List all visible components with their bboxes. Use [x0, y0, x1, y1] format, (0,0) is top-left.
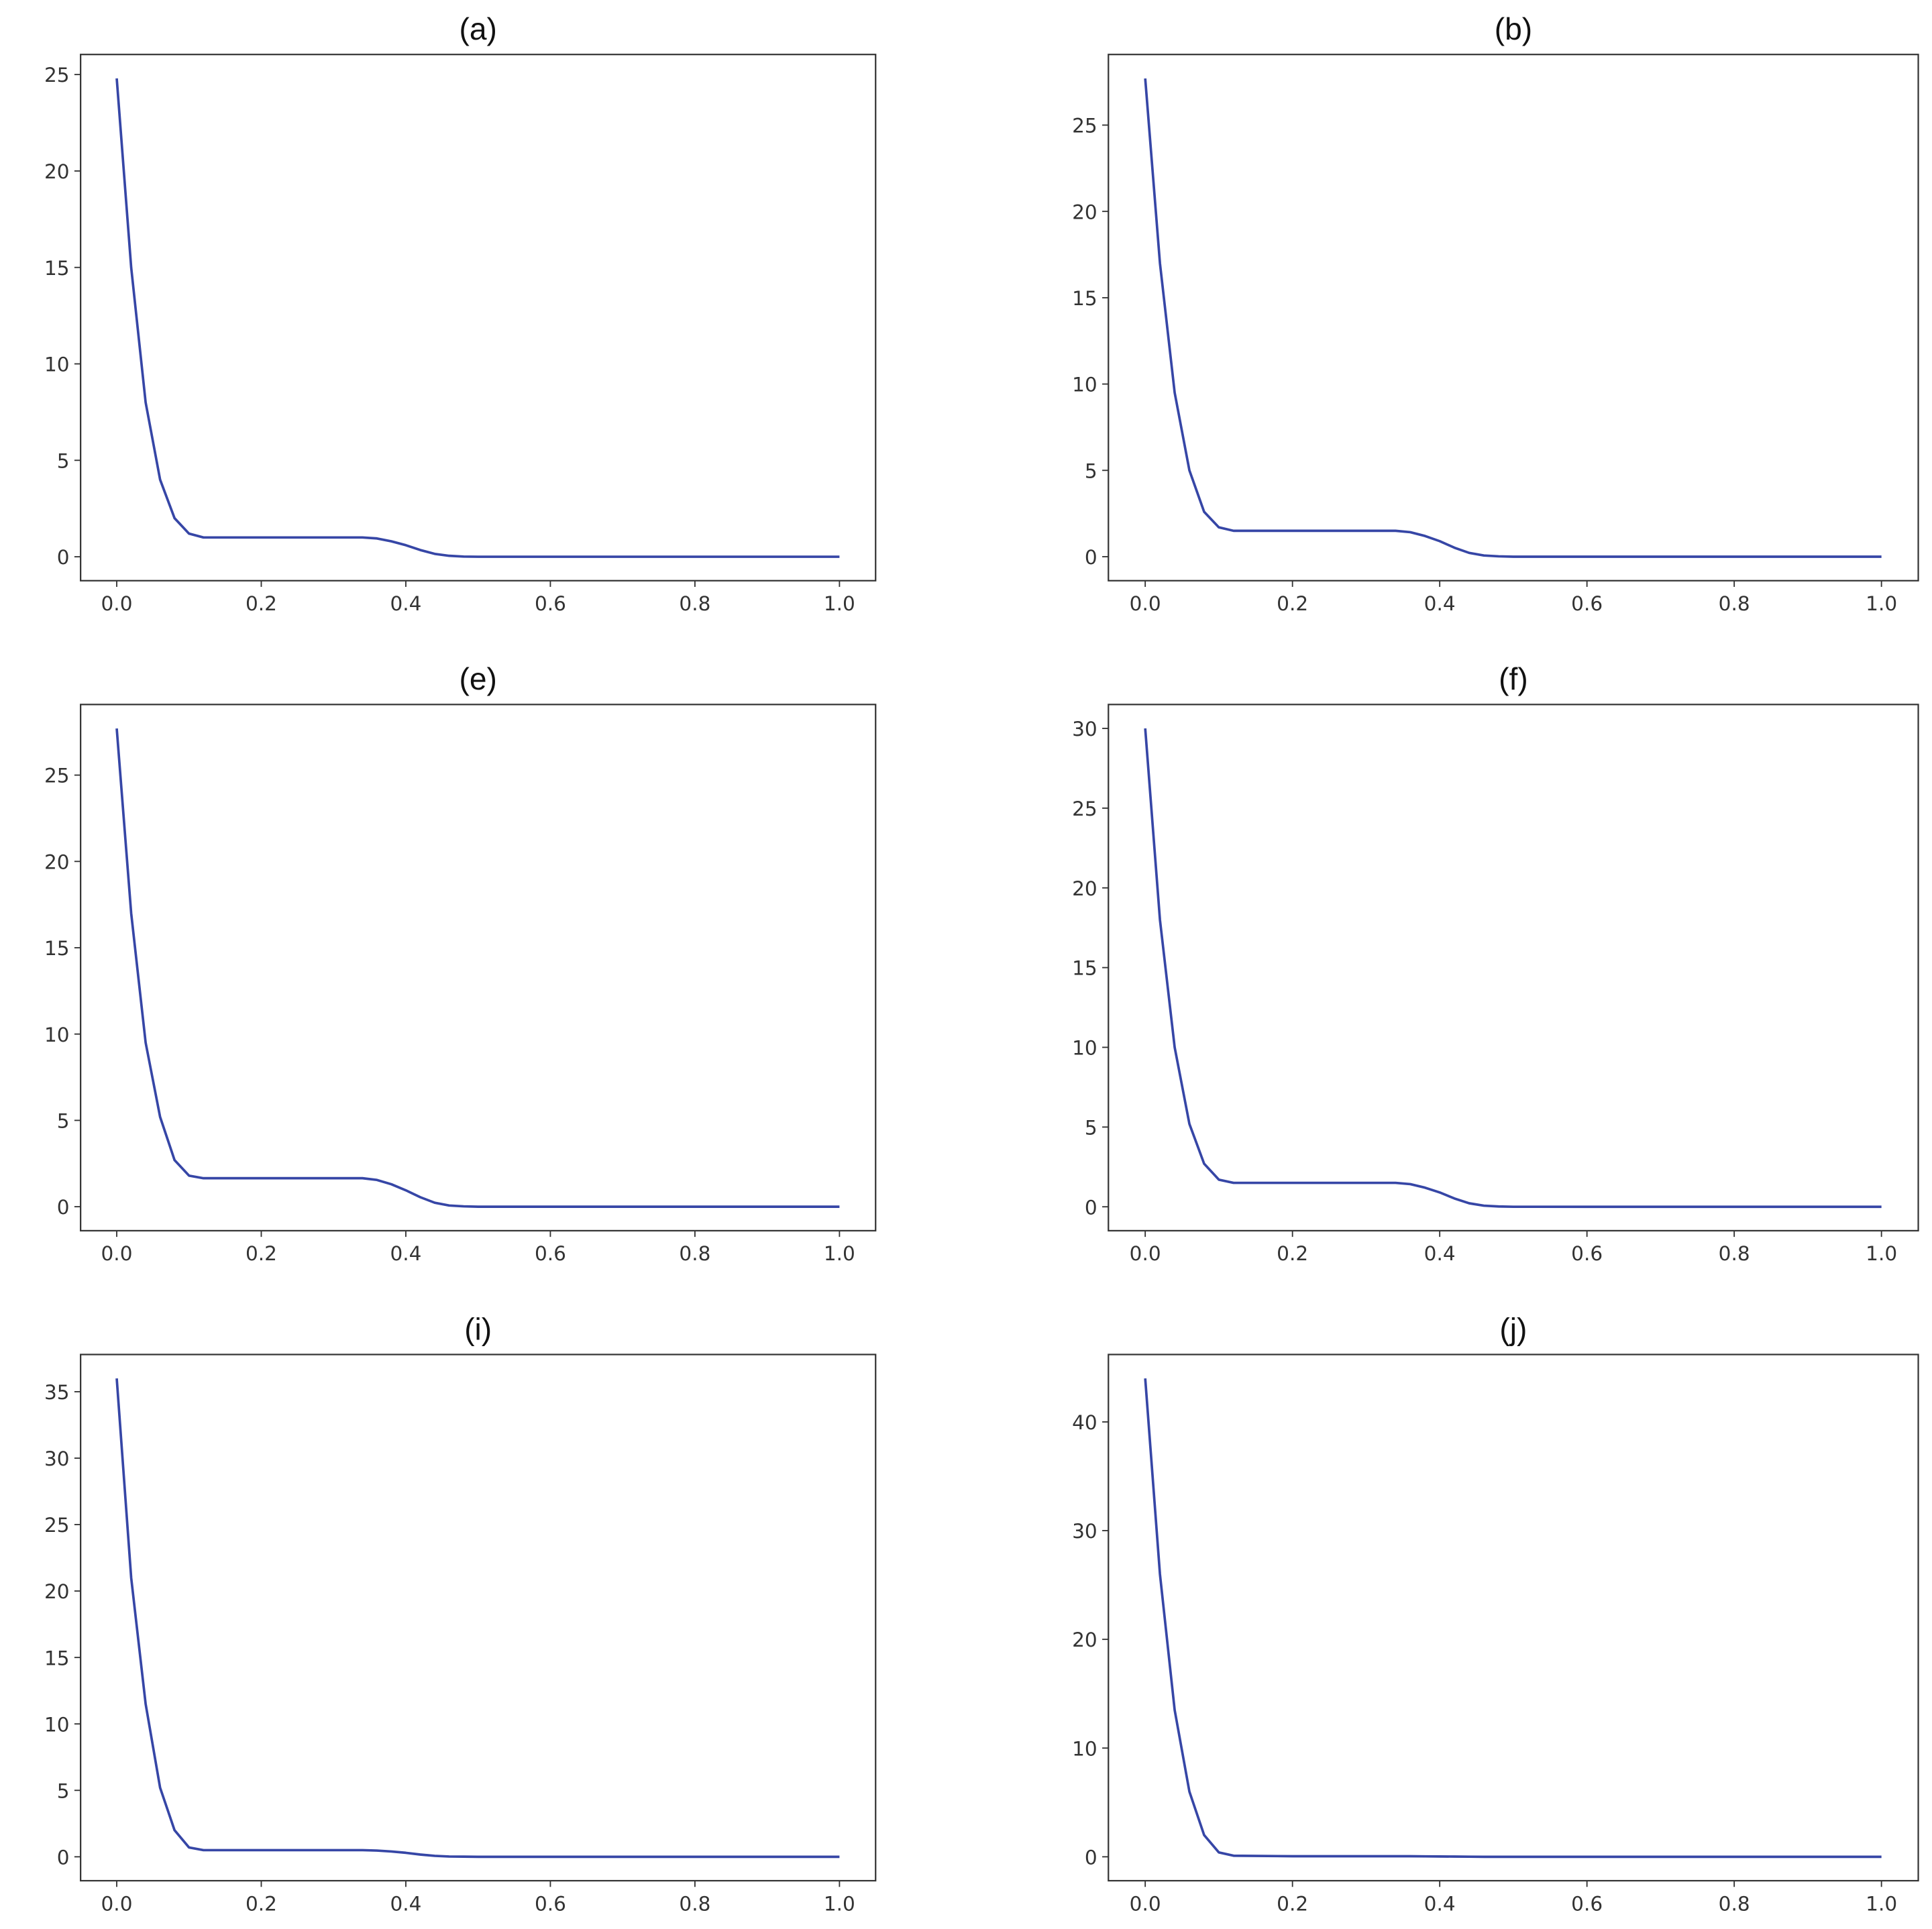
y-tick-label: 20	[1072, 1629, 1097, 1651]
panel-title: (j)	[1499, 1311, 1527, 1346]
y-tick-label: 15	[44, 1647, 70, 1669]
y-tick-label: 0	[57, 546, 70, 569]
x-tick-label: 0.8	[679, 1892, 710, 1915]
y-tick-label: 15	[44, 937, 70, 960]
panel-title: (a)	[460, 11, 497, 46]
x-tick-label: 0.2	[1277, 1242, 1308, 1265]
x-tick-label: 0.8	[679, 592, 710, 615]
x-tick-label: 0.6	[535, 1242, 566, 1265]
x-tick-label: 1.0	[824, 592, 855, 615]
data-line	[115, 78, 840, 558]
x-tick-label: 0.6	[1571, 592, 1603, 615]
x-tick-label: 1.0	[1866, 1242, 1897, 1265]
x-tick-label: 0.4	[1424, 1242, 1456, 1265]
data-line	[1144, 78, 1882, 558]
y-tick-label: 20	[44, 850, 70, 873]
y-tick-label: 10	[1072, 1037, 1097, 1060]
y-tick-label: 30	[1072, 1520, 1097, 1543]
y-tick-label: 15	[1072, 957, 1097, 980]
y-tick-label: 0	[1085, 546, 1097, 569]
x-tick-label: 0.8	[1719, 592, 1750, 615]
x-tick-label: 0.8	[1719, 1242, 1750, 1265]
y-tick-label: 25	[44, 1514, 70, 1537]
y-tick-label: 20	[44, 160, 70, 183]
y-tick-label: 10	[44, 1713, 70, 1736]
x-tick-label: 0.8	[679, 1242, 710, 1265]
x-tick-label: 0.2	[1277, 592, 1308, 615]
y-tick-label: 20	[44, 1580, 70, 1603]
x-tick-label: 1.0	[1866, 592, 1897, 615]
x-tick-label: 0.6	[1571, 1242, 1603, 1265]
y-tick-label: 5	[57, 449, 70, 472]
x-tick-label: 0.4	[390, 592, 421, 615]
x-tick-label: 0.4	[390, 1892, 421, 1915]
data-line	[115, 728, 840, 1208]
panel-title: (b)	[1495, 11, 1532, 46]
axes-frame	[80, 54, 877, 582]
y-tick-label: 25	[44, 64, 70, 87]
y-tick-label: 25	[44, 765, 70, 787]
data-line	[1144, 728, 1882, 1209]
axes-frame	[1108, 704, 1919, 1231]
y-tick-label: 10	[1072, 1737, 1097, 1760]
x-tick-label: 1.0	[824, 1892, 855, 1915]
axes-frame	[80, 1354, 877, 1882]
x-tick-label: 0.6	[535, 592, 566, 615]
y-tick-label: 35	[44, 1381, 70, 1404]
y-tick-label: 0	[57, 1846, 70, 1869]
y-tick-label: 5	[1085, 1116, 1097, 1139]
x-tick-label: 0.0	[101, 1242, 133, 1265]
axes-frame	[80, 704, 877, 1231]
y-tick-label: 10	[1072, 374, 1097, 396]
y-tick-label: 10	[44, 353, 70, 376]
x-tick-label: 0.4	[390, 1242, 421, 1265]
x-tick-label: 0.0	[101, 592, 133, 615]
x-tick-label: 0.2	[246, 592, 277, 615]
x-tick-label: 0.4	[1424, 1892, 1456, 1915]
y-tick-label: 30	[44, 1447, 70, 1470]
panel-title: (i)	[464, 1311, 492, 1346]
x-tick-label: 0.2	[246, 1242, 277, 1265]
x-tick-label: 1.0	[824, 1242, 855, 1265]
axes-frame	[1108, 1354, 1919, 1882]
x-tick-label: 0.6	[1571, 1892, 1603, 1915]
panel-title: (e)	[460, 661, 497, 696]
x-tick-label: 0.0	[1130, 1892, 1161, 1915]
x-tick-label: 0.8	[1719, 1892, 1750, 1915]
x-tick-label: 0.0	[1130, 592, 1161, 615]
panel-title: (f)	[1499, 661, 1528, 696]
y-tick-label: 30	[1072, 718, 1097, 740]
y-tick-label: 25	[1072, 797, 1097, 820]
x-tick-label: 1.0	[1866, 1892, 1897, 1915]
x-tick-label: 0.4	[1424, 592, 1456, 615]
x-tick-label: 0.6	[535, 1892, 566, 1915]
y-tick-label: 15	[44, 257, 70, 280]
y-tick-label: 10	[44, 1024, 70, 1046]
x-tick-label: 0.0	[101, 1892, 133, 1915]
y-tick-label: 20	[1072, 877, 1097, 900]
y-tick-label: 40	[1072, 1411, 1097, 1434]
y-tick-label: 0	[1085, 1196, 1097, 1219]
x-tick-label: 0.0	[1130, 1242, 1161, 1265]
y-tick-label: 5	[1085, 459, 1097, 482]
y-tick-label: 25	[1072, 115, 1097, 137]
axes-frame	[1108, 54, 1919, 582]
y-tick-label: 0	[1085, 1846, 1097, 1869]
y-tick-label: 15	[1072, 287, 1097, 310]
x-tick-label: 0.2	[246, 1892, 277, 1915]
data-line	[1144, 1378, 1882, 1859]
data-line	[115, 1378, 840, 1859]
y-tick-label: 5	[57, 1779, 70, 1802]
x-tick-label: 0.2	[1277, 1892, 1308, 1915]
y-tick-label: 5	[57, 1109, 70, 1132]
y-tick-label: 20	[1072, 201, 1097, 223]
y-tick-label: 0	[57, 1196, 70, 1219]
